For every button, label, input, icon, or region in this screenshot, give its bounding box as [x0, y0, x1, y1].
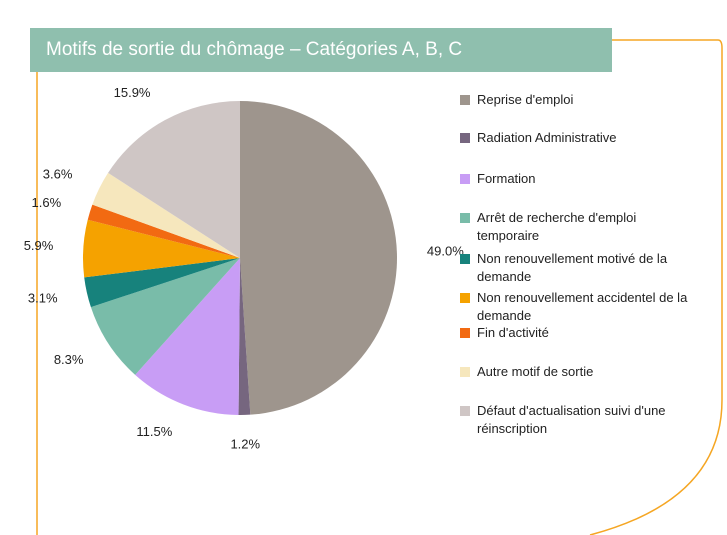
legend-label: Radiation Administrative	[477, 130, 617, 145]
legend-swatch	[460, 133, 470, 143]
legend-label: Formation	[477, 171, 536, 186]
data-label: 49.0%	[427, 243, 464, 258]
pie-slice	[108, 101, 241, 258]
legend-swatch	[460, 174, 470, 184]
legend-swatch	[460, 95, 470, 105]
legend-label: Fin d'activité	[477, 325, 549, 340]
legend-swatch	[460, 213, 470, 223]
legend-swatch	[460, 367, 470, 377]
data-label: 15.9%	[114, 85, 151, 100]
legend-label: Autre motif de sortie	[477, 364, 594, 379]
legend-swatch	[460, 406, 470, 416]
legend-swatch	[460, 293, 470, 303]
legend-label: Non renouvellement motivé de la demande	[477, 251, 668, 284]
pie-slice	[84, 258, 240, 308]
pie-slice	[83, 219, 240, 278]
legend-label: Arrêt de recherche d'emploi temporaire	[477, 210, 637, 243]
data-label: 11.5%	[136, 424, 172, 439]
pie-slice	[92, 172, 240, 258]
frame	[36, 39, 723, 535]
legend-label: Défaut d'actualisation suivi d'une réins…	[477, 403, 666, 436]
pie-slice	[135, 258, 240, 415]
legend-swatch	[460, 254, 470, 264]
data-label: 1.2%	[230, 436, 260, 451]
pie-slice	[90, 258, 240, 375]
data-label: 5.9%	[24, 238, 54, 253]
legend-swatch	[460, 328, 470, 338]
data-label: 8.3%	[54, 352, 84, 367]
legend-label: Reprise d'emploi	[477, 92, 574, 107]
pie-slice	[240, 101, 398, 415]
pie-slice	[87, 204, 241, 258]
pie-slice	[238, 258, 251, 416]
legend-label: Non renouvellement accidentel de la dema…	[477, 290, 688, 323]
chart-title: Motifs de sortie du chômage – Catégories…	[30, 28, 612, 72]
data-label: 3.1%	[28, 290, 58, 305]
data-label: 1.6%	[32, 195, 62, 210]
data-label: 3.6%	[43, 166, 73, 181]
